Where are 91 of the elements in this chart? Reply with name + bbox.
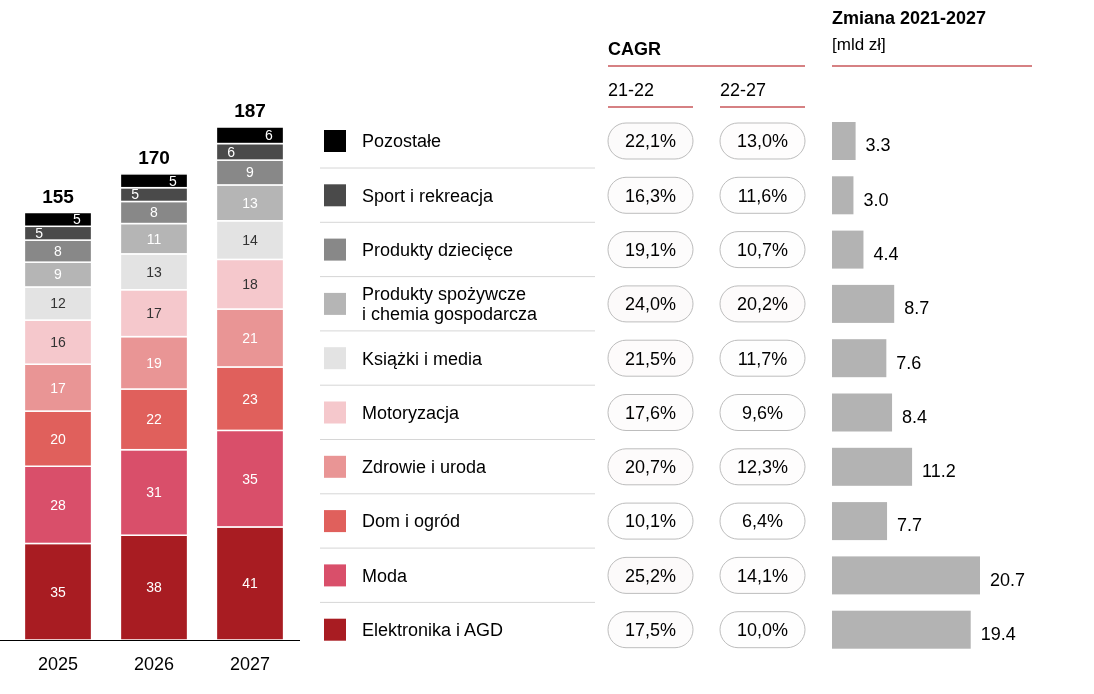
data-label: 5 [35,225,44,242]
data-label: 11,6% [737,185,788,206]
chart-subtitle: [mld zł] [832,35,886,54]
data-label: 3.0 [863,189,889,210]
bar [832,284,895,323]
data-label: 13 [242,194,258,211]
x-tick-label: 2025 [37,654,79,674]
data-label: 35 [50,583,66,600]
data-label: 11,7% [737,348,788,369]
legend-label: Zdrowie i uroda [362,457,488,478]
data-label: 4.4 [873,243,899,264]
data-label: 22,1% [624,131,677,152]
data-label: 9,6% [741,402,784,423]
data-label: 13,0% [736,131,789,152]
total-label: 170 [138,146,170,168]
bar [832,339,887,378]
x-tick-label: 22-27 [720,80,767,100]
data-label: 18 [242,276,258,293]
legend-label: Pozostałe [362,131,442,152]
data-label: 5 [131,186,140,203]
data-label: 10,0% [736,620,789,640]
total-label: 155 [42,185,75,207]
data-label: 20,7% [624,457,677,478]
data-label: 25,2% [624,565,677,586]
legend-label: Sport i rekreacja [362,185,495,206]
data-label: 20.7 [990,569,1026,590]
data-label: 20,2% [736,294,789,315]
data-label: 28 [50,496,66,513]
data-label: 14 [242,231,258,248]
legend-label: Elektronika i AGD [362,620,504,640]
data-label: 12 [50,295,66,312]
data-label: 7.7 [897,515,923,536]
data-label: 22 [146,411,162,428]
legend-label: Książki i media [362,348,484,369]
bar [832,502,888,541]
data-label: 11.2 [922,461,956,482]
data-label: 12,3% [736,457,789,478]
data-label: 17 [50,379,66,396]
total-label: 187 [234,100,266,121]
data-label: 9 [54,266,63,283]
data-label: 24,0% [624,294,677,315]
bar [832,447,913,486]
data-label: 21,5% [624,348,677,369]
data-label: 35 [242,470,258,487]
data-label: 6,4% [741,511,784,532]
data-label: 10,7% [736,239,789,260]
data-label: 17,5% [624,620,677,640]
bar [832,122,856,160]
bar [832,230,864,269]
data-label: 20 [50,430,66,447]
chart-title: CAGR [608,39,661,59]
data-label: 9 [246,164,255,181]
data-label: 23 [242,390,258,407]
data-label: 3.3 [865,135,891,156]
x-tick-label: 21-22 [608,80,655,100]
data-label: 19,1% [624,239,677,260]
bar [832,176,854,215]
data-label: 19.4 [980,624,1016,644]
data-label: 5 [72,211,81,228]
legend-label: Produkty dziecięce [362,239,514,260]
data-label: 8 [54,243,63,260]
data-label: 8 [150,204,159,221]
data-label: 7.6 [896,352,922,373]
data-label: 13 [146,263,162,280]
x-tick-label: 2027 [229,654,271,674]
data-label: 10,1% [624,511,677,532]
legend-label: Moda [362,565,409,586]
bar [832,610,971,649]
data-label: 8.7 [904,298,930,319]
data-label: 21 [242,329,258,346]
legend-label: Dom i ogród [362,511,461,532]
data-label: 5 [168,172,177,189]
data-label: 17 [146,305,162,322]
legend-label: Motoryzacja [362,402,461,423]
bar [832,393,893,432]
data-label: 11 [146,230,162,247]
data-label: 31 [146,484,162,501]
x-tick-label: 2026 [133,654,175,674]
data-label: 16 [50,334,66,351]
data-label: 6 [264,127,273,144]
data-label: 41 [242,575,258,592]
chart-title: Zmiana 2021-2027 [832,8,987,28]
data-label: 14,1% [736,565,789,586]
bar [832,556,980,595]
data-label: 17,6% [624,402,677,423]
data-label: 19 [146,354,162,371]
data-label: 16,3% [624,185,677,206]
data-label: 6 [227,143,236,160]
data-label: 38 [146,579,162,596]
data-label: 8.4 [902,406,928,427]
legend-label: Produkty spożywcze i chemia gospodarcza [362,284,539,324]
